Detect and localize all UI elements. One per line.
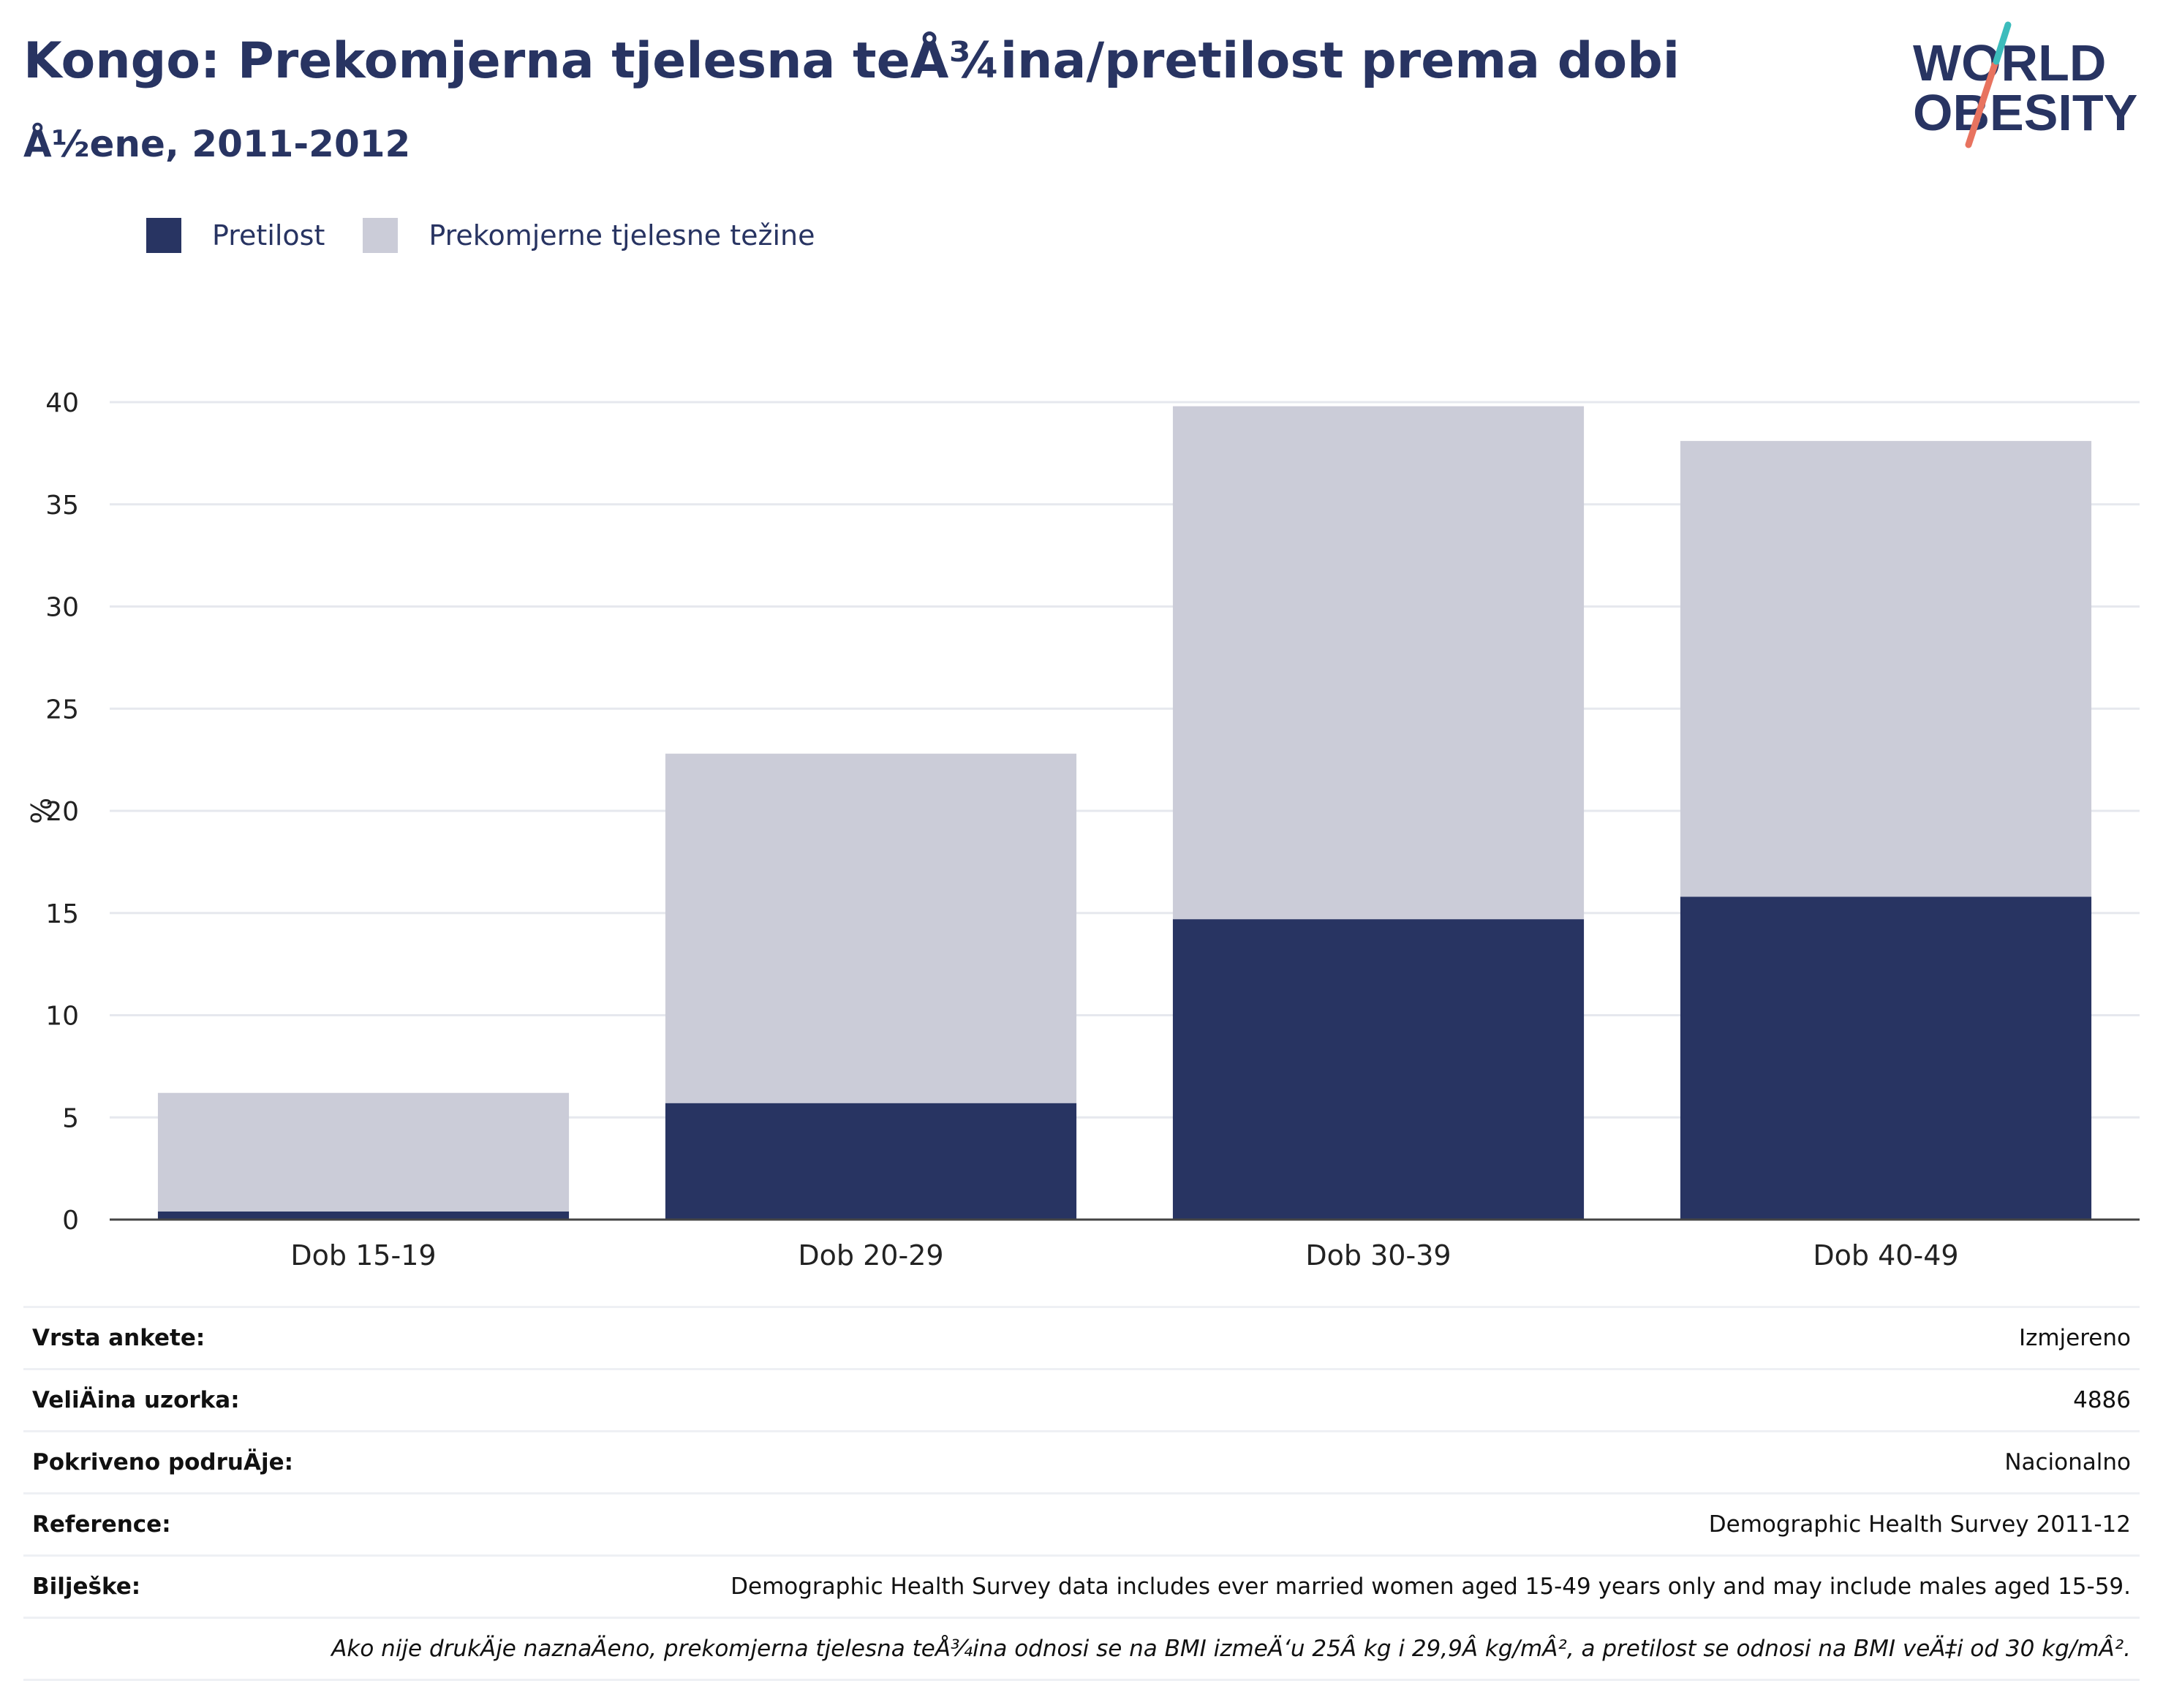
legend-label-prekomjerne: Prekomjerne tjelesne težine	[429, 219, 815, 252]
info-row-notes: Bilješke: Demographic Health Survey data…	[23, 1556, 2140, 1618]
info-value-coverage: Nacionalno	[421, 1432, 2140, 1494]
legend-swatch-pretilost	[146, 218, 181, 253]
info-label-survey-type: Vrsta ankete:	[23, 1307, 421, 1369]
info-value-reference: Demographic Health Survey 2011-12	[421, 1494, 2140, 1556]
logo-text-world: WORLD	[1913, 34, 2106, 91]
chart-subtitle: Å½ene, 2011-2012	[23, 123, 410, 165]
x-tick-label: Dob 15-19	[290, 1239, 436, 1271]
y-tick-label: 35	[45, 491, 79, 521]
bar-pretilost-3	[1173, 919, 1584, 1220]
legend: Pretilost Prekomjerne tjelesne težine	[146, 216, 853, 254]
info-value-survey-type: Izmjereno	[421, 1307, 2140, 1369]
legend-label-pretilost: Pretilost	[212, 219, 325, 252]
legend-item-prekomjerne[interactable]: Prekomjerne tjelesne težine	[363, 218, 815, 253]
x-tick-label: Dob 30-39	[1305, 1239, 1451, 1271]
y-axis-label: %	[26, 798, 58, 824]
info-label-notes: Bilješke:	[23, 1556, 421, 1618]
y-tick-label: 10	[45, 1002, 79, 1032]
survey-info-table: Vrsta ankete: Izmjereno VeliÄ ina uzorka…	[23, 1306, 2140, 1681]
x-tick-label: Dob 20-29	[798, 1239, 943, 1271]
y-tick-label: 25	[45, 695, 79, 725]
bar-prekomjerne-4	[1680, 441, 2091, 896]
bar-pretilost-4	[1680, 896, 2091, 1220]
legend-swatch-prekomjerne	[363, 218, 398, 253]
chart-title: Kongo: Prekomjerna tjelesna teÅ¾ina/pret…	[23, 32, 1680, 90]
info-label-sample-size: VeliÄ ina uzorka:	[23, 1369, 421, 1432]
bar-prekomjerne-2	[665, 754, 1076, 1103]
legend-item-pretilost[interactable]: Pretilost	[146, 218, 325, 253]
bar-chart: 0510152025303540%Dob 15-19 Dob 20-29 Dob 3…	[0, 366, 2163, 1280]
info-row-reference: Reference: Demographic Health Survey 201…	[23, 1494, 2140, 1556]
x-tick-label: Dob 40-49	[1813, 1239, 1958, 1271]
world-obesity-logo: WORLD OBESITY	[1901, 20, 2150, 159]
y-tick-label: 0	[62, 1206, 79, 1236]
info-row-coverage: Pokriveno podruÄ je: Nacionalno	[23, 1432, 2140, 1494]
info-label-coverage: Pokriveno podruÄ je:	[23, 1432, 421, 1494]
info-footnote: Ako nije drukÄ je naznaÄ eno, prekomjern…	[23, 1618, 2140, 1680]
bar-pretilost-2	[665, 1103, 1076, 1220]
info-value-sample-size: 4886	[421, 1369, 2140, 1432]
bar-prekomjerne-1	[158, 1093, 569, 1212]
y-tick-label: 5	[62, 1103, 79, 1133]
y-tick-label: 30	[45, 593, 79, 623]
y-tick-label: 15	[45, 899, 79, 929]
info-row-sample-size: VeliÄ ina uzorka: 4886	[23, 1369, 2140, 1432]
bar-prekomjerne-3	[1173, 407, 1584, 920]
logo-text-obesity: OBESITY	[1913, 84, 2137, 141]
bar-pretilost-1	[158, 1212, 569, 1220]
info-value-notes: Demographic Health Survey data includes …	[421, 1556, 2140, 1618]
info-row-footnote: Ako nije drukÄ je naznaÄ eno, prekomjern…	[23, 1618, 2140, 1680]
info-row-survey-type: Vrsta ankete: Izmjereno	[23, 1307, 2140, 1369]
y-tick-label: 40	[45, 388, 79, 418]
info-label-reference: Reference:	[23, 1494, 421, 1556]
